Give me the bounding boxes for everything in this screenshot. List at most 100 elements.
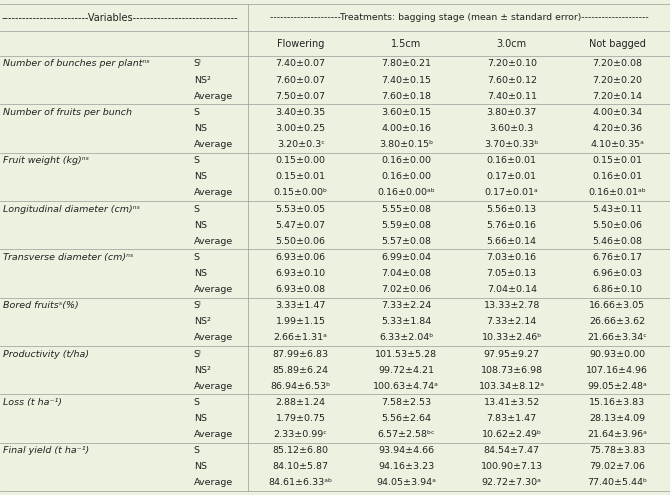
Text: 7.20±0.08: 7.20±0.08 — [592, 59, 643, 68]
Text: -------------------------Variables------------------------------: -------------------------Variables------… — [1, 12, 238, 23]
Text: NS: NS — [194, 124, 206, 133]
Text: 0.17±0.01ᵃ: 0.17±0.01ᵃ — [485, 189, 539, 198]
Text: 5.76±0.16: 5.76±0.16 — [486, 221, 537, 230]
Text: 99.05±2.48ᵃ: 99.05±2.48ᵃ — [588, 382, 647, 391]
Text: S: S — [194, 156, 200, 165]
Text: Number of fruits per bunch: Number of fruits per bunch — [3, 108, 132, 117]
Text: 5.56±0.13: 5.56±0.13 — [486, 204, 537, 213]
Text: Average: Average — [194, 479, 233, 488]
Text: 0.15±0.00: 0.15±0.00 — [275, 156, 326, 165]
Text: 86.94±6.53ᵇ: 86.94±6.53ᵇ — [271, 382, 331, 391]
Text: 7.20±0.20: 7.20±0.20 — [592, 76, 643, 85]
Text: 6.76±0.17: 6.76±0.17 — [592, 253, 643, 262]
Text: NS²: NS² — [194, 317, 210, 326]
Text: Average: Average — [194, 189, 233, 198]
Text: ---------------------Treatments: bagging stage (mean ± standard error)----------: ---------------------Treatments: bagging… — [269, 13, 649, 22]
Text: Number of bunches per plantⁿˢ: Number of bunches per plantⁿˢ — [3, 59, 149, 68]
Text: 16.66±3.05: 16.66±3.05 — [589, 301, 645, 310]
Text: S: S — [194, 108, 200, 117]
Text: 4.00±0.34: 4.00±0.34 — [592, 108, 643, 117]
Text: 3.80±0.15ᵇ: 3.80±0.15ᵇ — [379, 140, 433, 149]
Text: 4.20±0.36: 4.20±0.36 — [592, 124, 643, 133]
Text: 0.16±0.00ᵃᵇ: 0.16±0.00ᵃᵇ — [377, 189, 435, 198]
Text: 13.33±2.78: 13.33±2.78 — [484, 301, 540, 310]
Text: 3.70±0.33ᵇ: 3.70±0.33ᵇ — [484, 140, 539, 149]
Text: 2.33±0.99ᶜ: 2.33±0.99ᶜ — [274, 430, 328, 439]
Text: 21.66±3.34ᶜ: 21.66±3.34ᶜ — [588, 334, 647, 343]
Text: 0.15±0.00ᵇ: 0.15±0.00ᵇ — [273, 189, 328, 198]
Text: S: S — [194, 398, 200, 407]
Text: 5.50±0.06: 5.50±0.06 — [275, 237, 326, 246]
FancyBboxPatch shape — [0, 4, 670, 491]
Text: Loss (t ha⁻¹): Loss (t ha⁻¹) — [3, 398, 62, 407]
Text: 7.02±0.06: 7.02±0.06 — [381, 285, 431, 294]
Text: NS: NS — [194, 172, 206, 181]
Text: 6.96±0.03: 6.96±0.03 — [592, 269, 643, 278]
Text: 6.86±0.10: 6.86±0.10 — [592, 285, 643, 294]
Text: 75.78±3.83: 75.78±3.83 — [589, 446, 645, 455]
Text: 84.61±6.33ᵃᵇ: 84.61±6.33ᵃᵇ — [269, 479, 333, 488]
Text: 7.83±1.47: 7.83±1.47 — [486, 414, 537, 423]
Text: 6.99±0.04: 6.99±0.04 — [381, 253, 431, 262]
Text: 79.02±7.06: 79.02±7.06 — [589, 462, 645, 471]
Text: Average: Average — [194, 237, 233, 246]
Text: 84.10±5.87: 84.10±5.87 — [273, 462, 329, 471]
Text: Sˡ: Sˡ — [194, 301, 201, 310]
Text: Transverse diameter (cm)ⁿˢ: Transverse diameter (cm)ⁿˢ — [3, 253, 133, 262]
Text: 97.95±9.27: 97.95±9.27 — [484, 349, 540, 358]
Text: 0.17±0.01: 0.17±0.01 — [486, 172, 537, 181]
Text: 7.58±2.53: 7.58±2.53 — [381, 398, 431, 407]
Text: 3.33±1.47: 3.33±1.47 — [275, 301, 326, 310]
Text: 0.15±0.01: 0.15±0.01 — [592, 156, 643, 165]
Text: 0.16±0.01: 0.16±0.01 — [592, 172, 643, 181]
Text: 0.15±0.01: 0.15±0.01 — [275, 172, 326, 181]
Text: 99.72±4.21: 99.72±4.21 — [378, 366, 434, 375]
Text: 7.40±0.07: 7.40±0.07 — [275, 59, 326, 68]
Text: 21.64±3.96ᵃ: 21.64±3.96ᵃ — [588, 430, 647, 439]
Text: 85.89±6.24: 85.89±6.24 — [273, 366, 329, 375]
Text: 6.57±2.58ᵇᶜ: 6.57±2.58ᵇᶜ — [377, 430, 435, 439]
Text: 3.60±0.15: 3.60±0.15 — [381, 108, 431, 117]
Text: 87.99±6.83: 87.99±6.83 — [273, 349, 329, 358]
Text: 5.47±0.07: 5.47±0.07 — [275, 221, 326, 230]
Text: 101.53±5.28: 101.53±5.28 — [375, 349, 438, 358]
Text: 7.04±0.14: 7.04±0.14 — [486, 285, 537, 294]
Text: 5.33±1.84: 5.33±1.84 — [381, 317, 431, 326]
Text: 5.43±0.11: 5.43±0.11 — [592, 204, 643, 213]
Text: 94.16±3.23: 94.16±3.23 — [378, 462, 434, 471]
Text: 15.16±3.83: 15.16±3.83 — [589, 398, 645, 407]
Text: Average: Average — [194, 140, 233, 149]
Text: 10.33±2.46ᵇ: 10.33±2.46ᵇ — [482, 334, 542, 343]
Text: 3.80±0.37: 3.80±0.37 — [486, 108, 537, 117]
Text: 28.13±4.09: 28.13±4.09 — [589, 414, 645, 423]
Text: 7.05±0.13: 7.05±0.13 — [486, 269, 537, 278]
Text: 90.93±0.00: 90.93±0.00 — [589, 349, 645, 358]
Text: Average: Average — [194, 334, 233, 343]
Text: S: S — [194, 253, 200, 262]
Text: 4.00±0.16: 4.00±0.16 — [381, 124, 431, 133]
Text: 107.16±4.96: 107.16±4.96 — [586, 366, 649, 375]
Text: 7.60±0.12: 7.60±0.12 — [486, 76, 537, 85]
Text: 7.20±0.14: 7.20±0.14 — [592, 92, 643, 100]
Text: 7.03±0.16: 7.03±0.16 — [486, 253, 537, 262]
Text: 7.20±0.10: 7.20±0.10 — [486, 59, 537, 68]
Text: 5.50±0.06: 5.50±0.06 — [592, 221, 643, 230]
Text: Final yield (t ha⁻¹): Final yield (t ha⁻¹) — [3, 446, 89, 455]
Text: 100.63±4.74ᵃ: 100.63±4.74ᵃ — [373, 382, 439, 391]
Text: 1.5cm: 1.5cm — [391, 39, 421, 49]
Text: 6.93±0.06: 6.93±0.06 — [275, 253, 326, 262]
Text: 92.72±7.30ᵃ: 92.72±7.30ᵃ — [482, 479, 541, 488]
Text: 103.34±8.12ᵃ: 103.34±8.12ᵃ — [478, 382, 545, 391]
Text: 94.05±3.94ᵃ: 94.05±3.94ᵃ — [377, 479, 436, 488]
Text: 7.60±0.07: 7.60±0.07 — [275, 76, 326, 85]
Text: S: S — [194, 204, 200, 213]
Text: 5.53±0.05: 5.53±0.05 — [275, 204, 326, 213]
Text: Average: Average — [194, 382, 233, 391]
Text: Flowering: Flowering — [277, 39, 324, 49]
Text: NS: NS — [194, 462, 206, 471]
Text: 6.93±0.10: 6.93±0.10 — [275, 269, 326, 278]
Text: 5.55±0.08: 5.55±0.08 — [381, 204, 431, 213]
Text: 26.66±3.62: 26.66±3.62 — [589, 317, 645, 326]
Text: 7.04±0.08: 7.04±0.08 — [381, 269, 431, 278]
Text: 6.93±0.08: 6.93±0.08 — [275, 285, 326, 294]
